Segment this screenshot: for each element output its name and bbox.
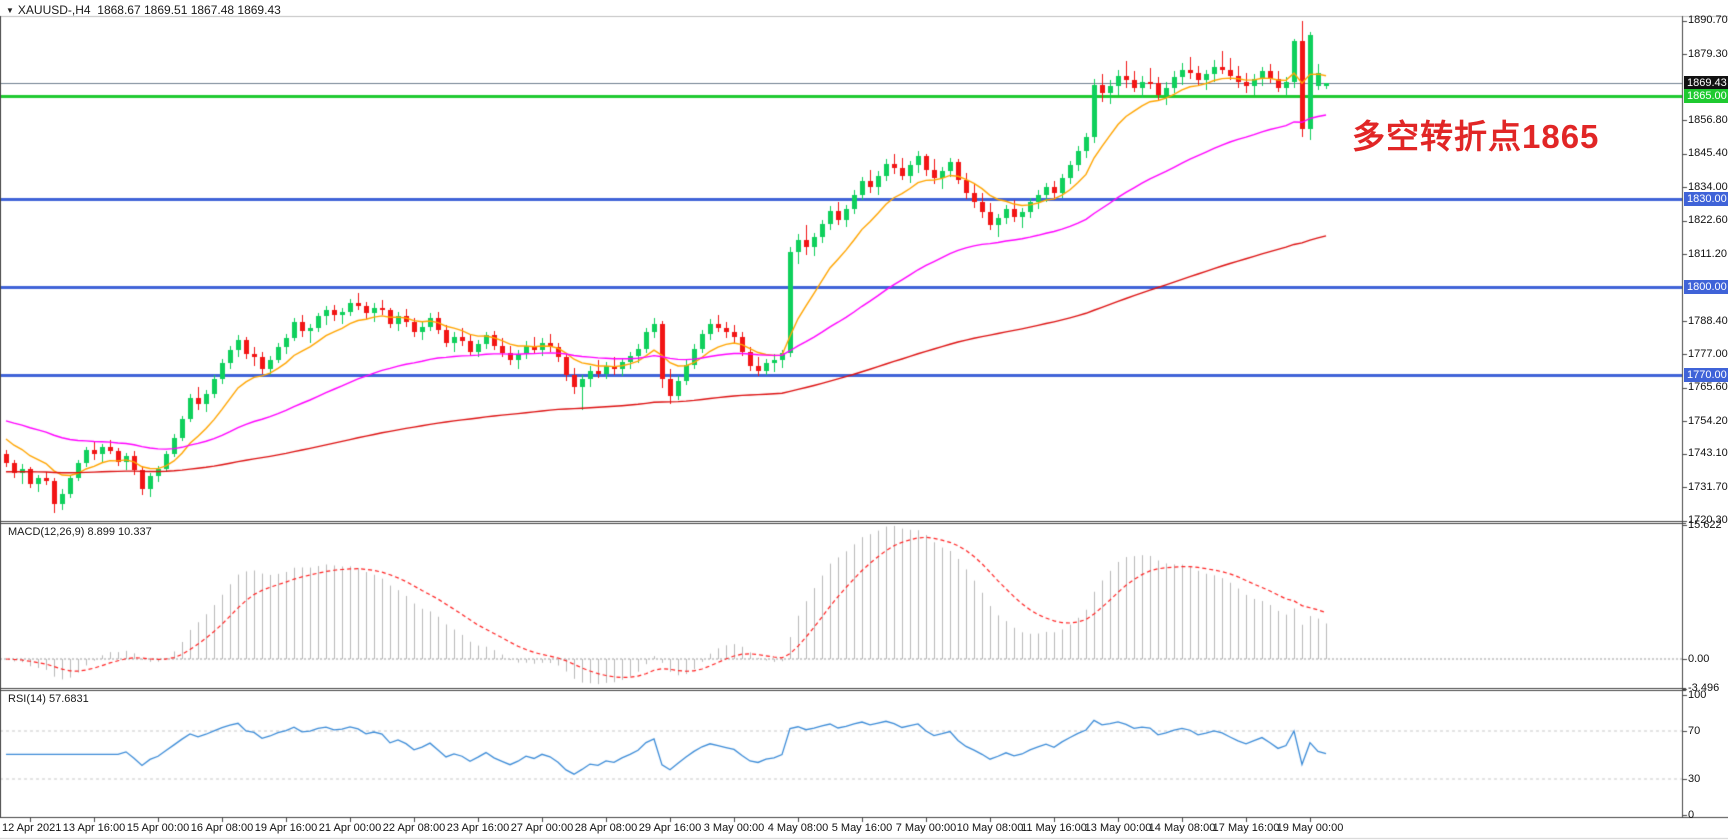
rsi-axis-tick-label: 30 (1688, 772, 1701, 785)
time-axis-label: 14 May 08:00 (1148, 822, 1216, 834)
time-axis-label: 4 May 08:00 (767, 822, 829, 834)
time-axis-label: 23 Apr 16:00 (446, 822, 510, 834)
symbol-period-label: XAUUSD-,H4 (17, 3, 91, 17)
price-axis-tick-label: 1845.40 (1688, 147, 1728, 160)
time-axis-label: 11 May 16:00 (1021, 822, 1087, 834)
chart-title: ▼ XAUUSD-,H4 1868.67 1869.51 1867.48 1869… (6, 3, 281, 17)
price-badge-1865.00: 1865.00 (1684, 89, 1728, 104)
time-axis-label: 5 May 16:00 (831, 822, 893, 834)
price-badge-1770.00: 1770.00 (1684, 368, 1728, 382)
time-axis-label: 10 May 08:00 (956, 822, 1024, 834)
chart-text-annotation[interactable]: 多空转折点1865 (1352, 118, 1600, 155)
time-axis-label: 7 May 00:00 (895, 822, 957, 834)
price-axis-tick-label: 1822.60 (1688, 214, 1728, 227)
time-axis-label: 21 Apr 00:00 (318, 822, 382, 834)
price-axis-tick-label: 1856.80 (1688, 113, 1728, 126)
time-axis-label: 3 May 00:00 (703, 822, 765, 834)
macd-axis-tick-label: 15.622 (1688, 518, 1722, 531)
macd-axis-tick-label: 0.00 (1688, 652, 1710, 665)
time-axis-label: 17 May 16:00 (1212, 822, 1280, 834)
time-axis-label: 29 Apr 16:00 (638, 822, 702, 834)
price-axis-tick-label: 1731.70 (1688, 480, 1728, 493)
price-axis-tick-label: 1890.70 (1688, 14, 1728, 27)
time-axis-label: 16 Apr 08:00 (190, 822, 254, 834)
price-badge-1800.00: 1800.00 (1684, 280, 1728, 294)
price-axis-tick-label: 1811.20 (1688, 247, 1727, 260)
price-axis-tick-label: 1879.30 (1688, 47, 1728, 60)
time-axis-label: 27 Apr 00:00 (510, 822, 574, 834)
time-axis-label: 13 May 00:00 (1084, 822, 1152, 834)
price-axis-tick-label: 1720.30 (1688, 514, 1728, 527)
time-axis-label: 19 May 00:00 (1276, 822, 1344, 834)
price-axis-tick-label: 1743.10 (1688, 447, 1728, 460)
price-axis-tick-label: 1788.40 (1688, 314, 1728, 327)
time-axis-label: 28 Apr 08:00 (574, 822, 638, 834)
macd-axis-tick-label: -3.496 (1688, 682, 1720, 695)
time-axis-label: 12 Apr 2021 (2, 822, 62, 834)
time-axis-label: 13 Apr 16:00 (62, 822, 126, 834)
symbol-dropdown-icon[interactable]: ▼ (6, 6, 14, 15)
rsi-axis-tick-label: 0 (1688, 808, 1695, 821)
price-axis-tick-label: 1777.00 (1688, 347, 1728, 360)
rsi-indicator-label: RSI(14) 57.6831 (8, 693, 89, 705)
time-axis-label: 22 Apr 08:00 (382, 822, 446, 834)
rsi-axis-tick-label: 70 (1688, 724, 1701, 737)
price-badge-1830.00: 1830.00 (1684, 192, 1728, 206)
price-badge-1869.43: 1869.43 (1684, 76, 1728, 91)
ohlc-values: 1868.67 1869.51 1867.48 1869.43 (97, 3, 281, 17)
time-axis-label: 15 Apr 00:00 (126, 822, 190, 834)
price-axis-tick-label: 1754.20 (1688, 414, 1728, 427)
rsi-axis-tick-label: 100 (1688, 688, 1707, 701)
time-axis-label: 19 Apr 16:00 (254, 822, 318, 834)
macd-indicator-label: MACD(12,26,9) 8.899 10.337 (8, 526, 152, 538)
price-axis-tick-label: 1765.60 (1688, 381, 1728, 394)
price-axis-tick-label: 1834.00 (1688, 180, 1728, 193)
